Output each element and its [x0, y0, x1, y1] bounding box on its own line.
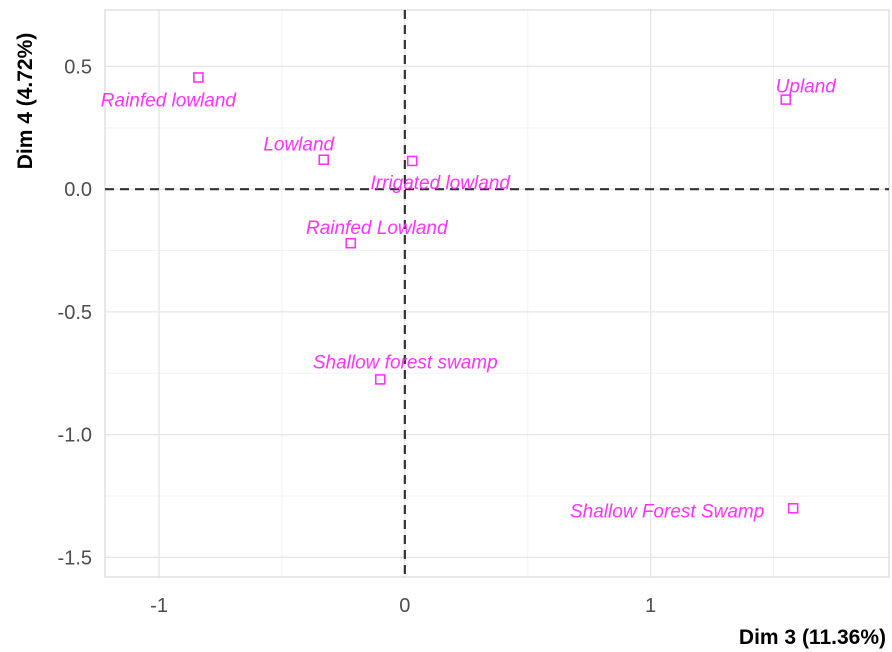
data-point: [374, 374, 386, 385]
tick-labels: -1 0 1 -1.5 -1.0 -0.5 0.0 0.5: [58, 56, 657, 617]
y-axis-title: Dim 4 (4.72%): [14, 33, 37, 170]
point-label: Irrigated lowland: [370, 173, 511, 194]
y-tick-label: 0.5: [64, 56, 92, 78]
point-label: Shallow Forest Swamp: [570, 501, 764, 522]
data-point: [318, 154, 330, 166]
point-label: Rainfed Lowland: [306, 218, 449, 239]
x-tick-label: 1: [645, 595, 656, 617]
data-point: [193, 72, 204, 83]
x-axis-title: Dim 3 (11.36%): [739, 626, 886, 649]
data-point: [345, 237, 357, 249]
data-point: [780, 94, 792, 105]
y-tick-label: -1.0: [58, 425, 92, 447]
x-tick-label: 0: [399, 595, 410, 617]
point-label: Lowland: [263, 135, 335, 156]
x-tick-label: -1: [150, 595, 168, 617]
data-point: [406, 155, 418, 167]
data-point: [787, 502, 799, 514]
point-labels: Rainfed lowland Upland Lowland Irrigated lo…: [101, 77, 838, 523]
point-label: Shallow forest swamp: [313, 352, 498, 373]
data-points: [193, 72, 799, 514]
point-label: Upland: [776, 77, 838, 98]
y-tick-label: -0.5: [58, 302, 92, 324]
panel-border: [104, 9, 890, 578]
y-tick-label: -1.5: [58, 547, 92, 569]
reference-lines: [105, 10, 889, 577]
y-tick-label: 0.0: [64, 179, 92, 201]
point-label: Rainfed lowland: [101, 91, 238, 112]
